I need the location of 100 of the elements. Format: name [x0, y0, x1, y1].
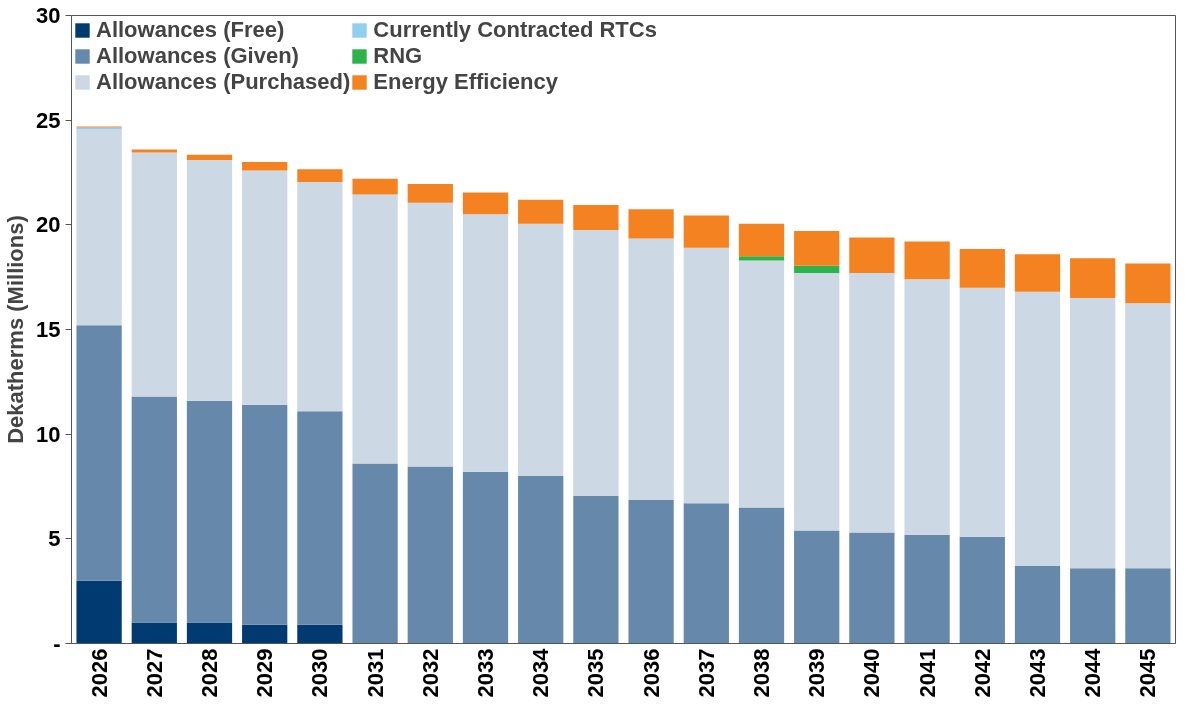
x-tick-label: 2045 [1135, 648, 1161, 698]
y-tick-label: 20 [36, 212, 61, 238]
bar [76, 325, 122, 581]
bar [738, 223, 785, 257]
bar [738, 507, 785, 644]
bar [186, 622, 233, 644]
bar [628, 209, 674, 239]
x-tick-label: 2044 [1080, 647, 1106, 698]
bar [738, 256, 785, 261]
bar [573, 230, 619, 496]
bar [131, 622, 177, 644]
bar [242, 162, 288, 171]
bar [1125, 263, 1171, 304]
bar [959, 536, 1005, 644]
y-axis-title: Dekatherms (Millions) [3, 215, 29, 444]
bar [462, 471, 509, 644]
bar [904, 534, 950, 644]
legend-label: Allowances (Purchased) [96, 69, 351, 95]
bar [794, 265, 840, 273]
bar [628, 238, 674, 501]
bar [1014, 291, 1061, 567]
x-tick-label: 2032 [417, 648, 443, 698]
bar [959, 287, 1005, 537]
bar [76, 580, 122, 644]
x-tick-label: 2038 [749, 648, 774, 698]
bar [1070, 568, 1116, 644]
bar [904, 241, 950, 280]
bar [683, 503, 729, 644]
y-tick-label: - [53, 631, 61, 656]
legend-label: Currently Contracted RTCs [373, 17, 657, 43]
bar [462, 192, 509, 215]
bar [297, 411, 343, 625]
bar [407, 466, 453, 644]
y-tick-label: 30 [36, 3, 61, 28]
bar [407, 202, 453, 467]
x-tick-label: 2034 [528, 647, 554, 698]
bar [573, 495, 619, 644]
x-tick-label: 2042 [969, 648, 995, 698]
bar [849, 532, 895, 644]
bar [352, 463, 398, 644]
x-tick-label: 2037 [693, 648, 719, 698]
bar [1125, 568, 1171, 644]
legend-label: Allowances (Free) [96, 17, 285, 43]
x-tick-label: 2028 [197, 648, 222, 698]
bar [573, 204, 619, 231]
y-tick-label: 15 [36, 317, 61, 342]
bar [462, 214, 509, 472]
bar [959, 248, 1005, 288]
bar [1070, 298, 1116, 569]
x-tick-label: 2036 [638, 648, 664, 698]
bar [518, 223, 564, 477]
bar [794, 272, 840, 531]
bar [407, 184, 453, 203]
bar [518, 476, 564, 644]
bar [131, 149, 177, 153]
bar [186, 400, 233, 623]
x-tick-label: 2033 [473, 648, 498, 698]
x-tick-label: 2041 [914, 648, 940, 698]
x-tick-label: 2040 [859, 648, 885, 698]
x-tick-label: 2027 [141, 648, 167, 698]
bar [352, 194, 398, 464]
x-tick-label: 2026 [86, 648, 112, 698]
x-tick-label: 2029 [252, 648, 278, 698]
x-tick-label: 2039 [804, 648, 830, 698]
bar [242, 624, 288, 644]
bar [1014, 566, 1061, 644]
bar [242, 404, 288, 625]
x-tick-label: 2043 [1025, 648, 1050, 698]
bar [628, 500, 674, 644]
bar [1014, 254, 1061, 292]
legend-label: Allowances (Given) [96, 43, 299, 69]
bar [297, 181, 343, 412]
bar [352, 178, 398, 195]
bar [794, 231, 840, 266]
bar [242, 170, 288, 405]
bar [297, 624, 343, 644]
legend-label: RNG [373, 43, 423, 69]
bar [518, 199, 564, 224]
bar [904, 279, 950, 535]
bar [297, 169, 343, 182]
bar [186, 159, 233, 401]
y-tick-label: 25 [36, 107, 61, 133]
y-tick-label: 10 [36, 421, 61, 447]
bar [683, 247, 729, 504]
bar [131, 396, 177, 623]
x-tick-label: 2035 [583, 648, 609, 698]
y-tick-label: 5 [48, 526, 61, 552]
bar [849, 272, 895, 533]
bar [738, 260, 785, 508]
x-tick-label: 2030 [307, 648, 333, 698]
bar [683, 215, 729, 248]
bar [131, 152, 177, 397]
legend-label: Energy Efficiency [373, 69, 558, 95]
bar [1125, 303, 1171, 569]
bar [849, 237, 895, 273]
bar [1070, 258, 1116, 299]
bar [186, 154, 233, 160]
bar [794, 530, 840, 644]
bar [76, 129, 122, 326]
x-tick-label: 2031 [362, 648, 388, 698]
